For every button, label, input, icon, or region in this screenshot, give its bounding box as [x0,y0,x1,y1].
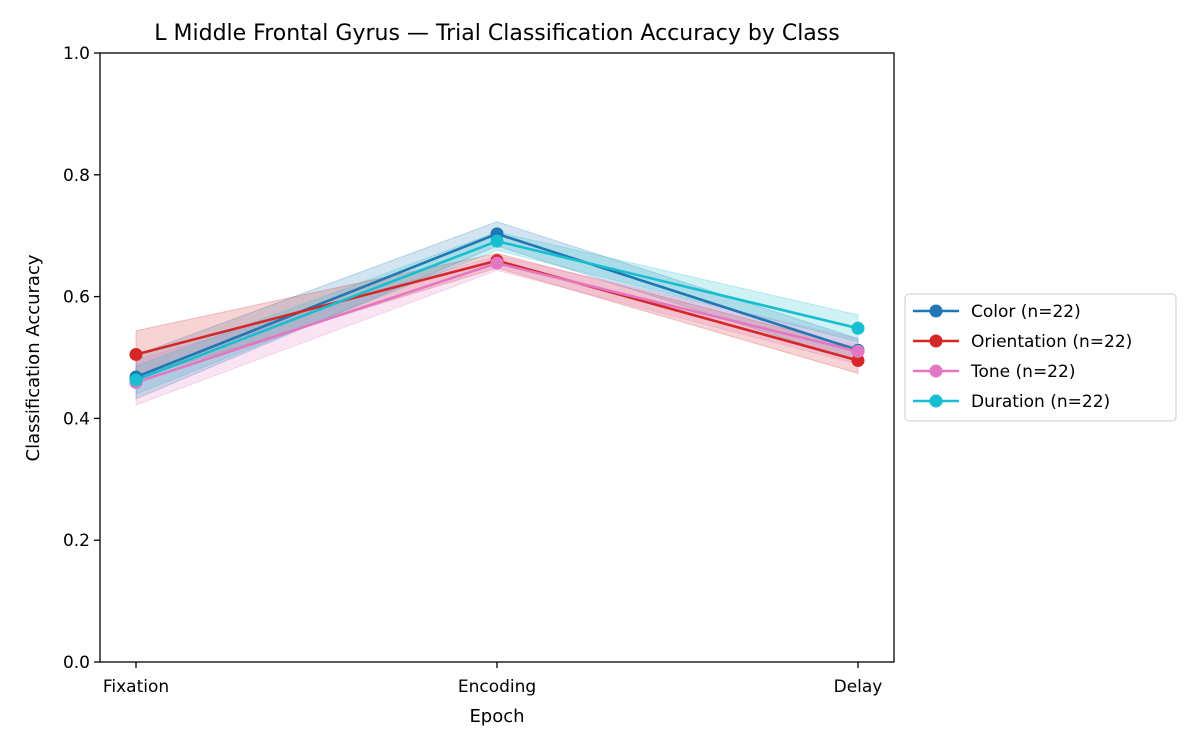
data-point [851,344,865,358]
x-axis-label: Epoch [469,706,524,727]
series-points [129,227,865,389]
data-point [490,234,504,248]
data-point [129,373,143,387]
legend-swatch-marker [929,364,943,378]
legend-label: Orientation (n=22) [971,332,1132,352]
legend-swatch-marker [929,334,943,348]
x-tick-label: Fixation [103,677,169,697]
legend-box [904,293,1177,422]
y-tick-label: 1.0 [63,44,90,64]
legend-swatch-marker [929,394,943,408]
data-point [490,256,504,270]
y-axis-label: Classification Accuracy [23,254,44,461]
y-tick-label: 0.8 [63,166,90,186]
x-tick-label: Encoding [458,677,536,697]
legend-label: Duration (n=22) [971,392,1110,412]
y-axis: 0.0 0.2 0.4 0.6 0.8 1.0 [63,44,100,673]
y-tick-label: 0.2 [63,531,90,551]
x-tick-label: Delay [834,677,883,697]
x-axis: Fixation Encoding Delay [103,662,883,697]
confidence-bands [135,221,859,406]
y-tick-label: 0.4 [63,409,90,429]
y-tick-label: 0.6 [63,288,90,308]
legend-label: Color (n=22) [971,302,1081,322]
chart-title: L Middle Frontal Gyrus — Trial Classific… [154,21,839,46]
legend: Color (n=22) Orientation (n=22) Tone (n=22… [904,293,1177,422]
data-point [851,321,865,335]
data-point [129,347,143,361]
legend-swatch-marker [929,304,943,318]
data-point [851,354,865,368]
y-tick-label: 0.0 [63,653,90,673]
legend-label: Tone (n=22) [970,362,1075,382]
